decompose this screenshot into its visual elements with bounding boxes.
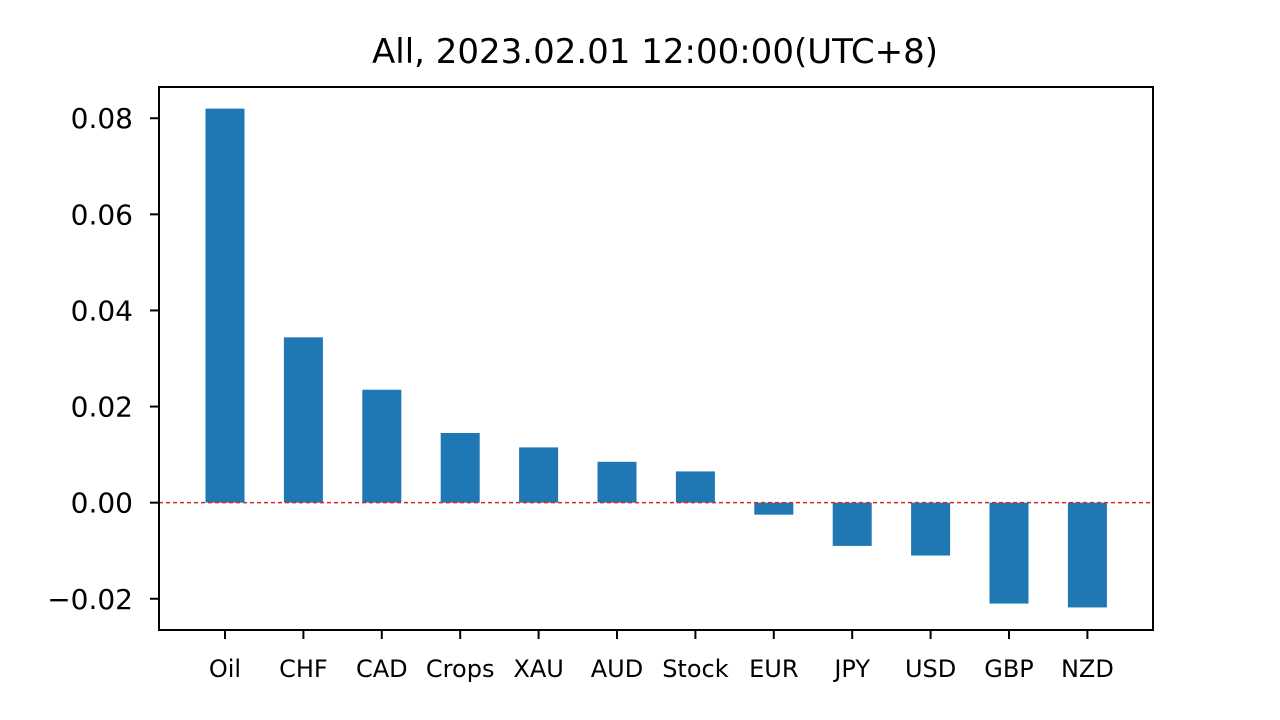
plot-frame [158,86,1154,631]
bar-nzd [1067,502,1107,608]
bar-aud [597,461,637,503]
bar-stock [675,471,715,503]
bar-gbp [989,502,1029,604]
y-tick-label: 0.02 [71,391,133,424]
x-tick-label-cad: CAD [356,655,408,683]
bar-oil [205,108,245,503]
x-tick-label-gbp: GBP [984,655,1034,683]
bar-crops [440,432,480,503]
x-tick-label-stock: Stock [662,655,729,683]
y-tick-label: −0.02 [47,583,133,616]
y-tick-label: 0.00 [71,487,133,520]
x-tick-label-xau: XAU [513,655,563,683]
chart-title: All, 2023.02.01 12:00:00(UTC+8) [372,32,938,72]
y-tick-label: 0.04 [71,294,133,327]
y-axis: −0.02 0.00 0.02 0.04 0.06 0.08 [47,102,159,616]
bar-eur [754,502,794,515]
bars-layer [205,108,1107,608]
x-tick-label-oil: Oil [209,655,241,683]
y-tick-label: 0.06 [71,198,133,231]
x-axis: Oil CHF CAD Crops XAU AUD Stock EUR JPY USD GBP NZD [209,630,1114,683]
x-tick-label-usd: USD [905,655,956,683]
x-tick-label-aud: AUD [591,655,643,683]
y-tick-label: 0.08 [71,102,133,135]
bar-cad [362,389,402,503]
x-tick-label-nzd: NZD [1061,655,1114,683]
bar-chf [283,337,323,503]
x-tick-label-crops: Crops [426,655,495,683]
x-tick-label-eur: EUR [749,655,798,683]
bar-xau [519,447,559,503]
bar-jpy [832,502,872,546]
x-tick-label-chf: CHF [279,655,328,683]
bar-usd [911,502,951,556]
x-tick-label-jpy: JPY [832,655,870,683]
